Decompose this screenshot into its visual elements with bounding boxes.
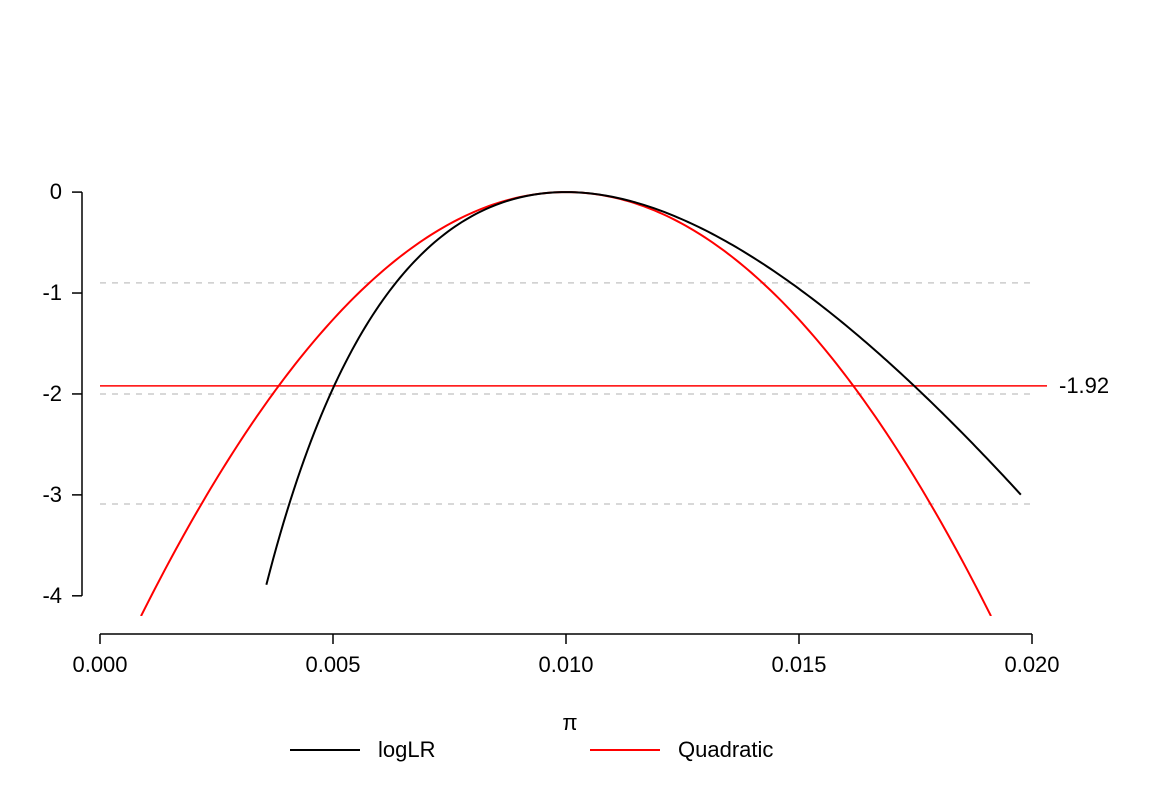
legend-label-quad: Quadratic — [678, 737, 773, 762]
chart-svg: -1.92 0.000 0.005 0.010 0.015 0.020 0 -1 -2 -3 -4… — [0, 0, 1152, 806]
reference-lines: -1.92 — [100, 283, 1109, 504]
x-tick-label: 0.000 — [72, 652, 127, 677]
legend: π logLR Quadratic — [290, 710, 773, 762]
legend-label-loglr: logLR — [378, 737, 435, 762]
y-tick-label: 0 — [50, 179, 62, 204]
loglr-curve — [266, 192, 1020, 585]
y-tick-label: -3 — [42, 482, 62, 507]
y-tick-label: -1 — [42, 280, 62, 305]
x-tick-label: 0.020 — [1004, 652, 1059, 677]
x-tick-label: 0.010 — [538, 652, 593, 677]
x-tick-label: 0.005 — [305, 652, 360, 677]
axes: 0.000 0.005 0.010 0.015 0.020 0 -1 -2 -3 -4 — [42, 179, 1059, 677]
threshold-label: -1.92 — [1059, 373, 1109, 398]
quadratic-curve — [141, 192, 991, 616]
y-tick-label: -2 — [42, 381, 62, 406]
x-axis-title: π — [562, 710, 577, 735]
x-tick-label: 0.015 — [771, 652, 826, 677]
y-tick-label: -4 — [42, 583, 62, 608]
chart-stage: -1.92 0.000 0.005 0.010 0.015 0.020 0 -1 -2 -3 -4… — [0, 0, 1152, 806]
data-curves — [141, 192, 1021, 616]
